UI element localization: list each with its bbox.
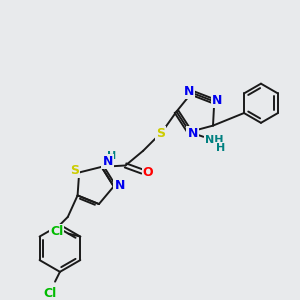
Text: S: S xyxy=(70,164,79,177)
Text: N: N xyxy=(188,127,198,140)
Text: N: N xyxy=(184,85,194,98)
Text: Cl: Cl xyxy=(44,287,57,300)
Text: H: H xyxy=(216,142,226,152)
Text: S: S xyxy=(156,127,165,140)
Text: O: O xyxy=(143,166,153,179)
Text: Cl: Cl xyxy=(50,225,63,238)
Text: NH: NH xyxy=(205,135,224,145)
Text: N: N xyxy=(114,179,125,192)
Text: N: N xyxy=(212,94,222,107)
Text: N: N xyxy=(103,155,113,168)
Text: H: H xyxy=(107,152,116,161)
